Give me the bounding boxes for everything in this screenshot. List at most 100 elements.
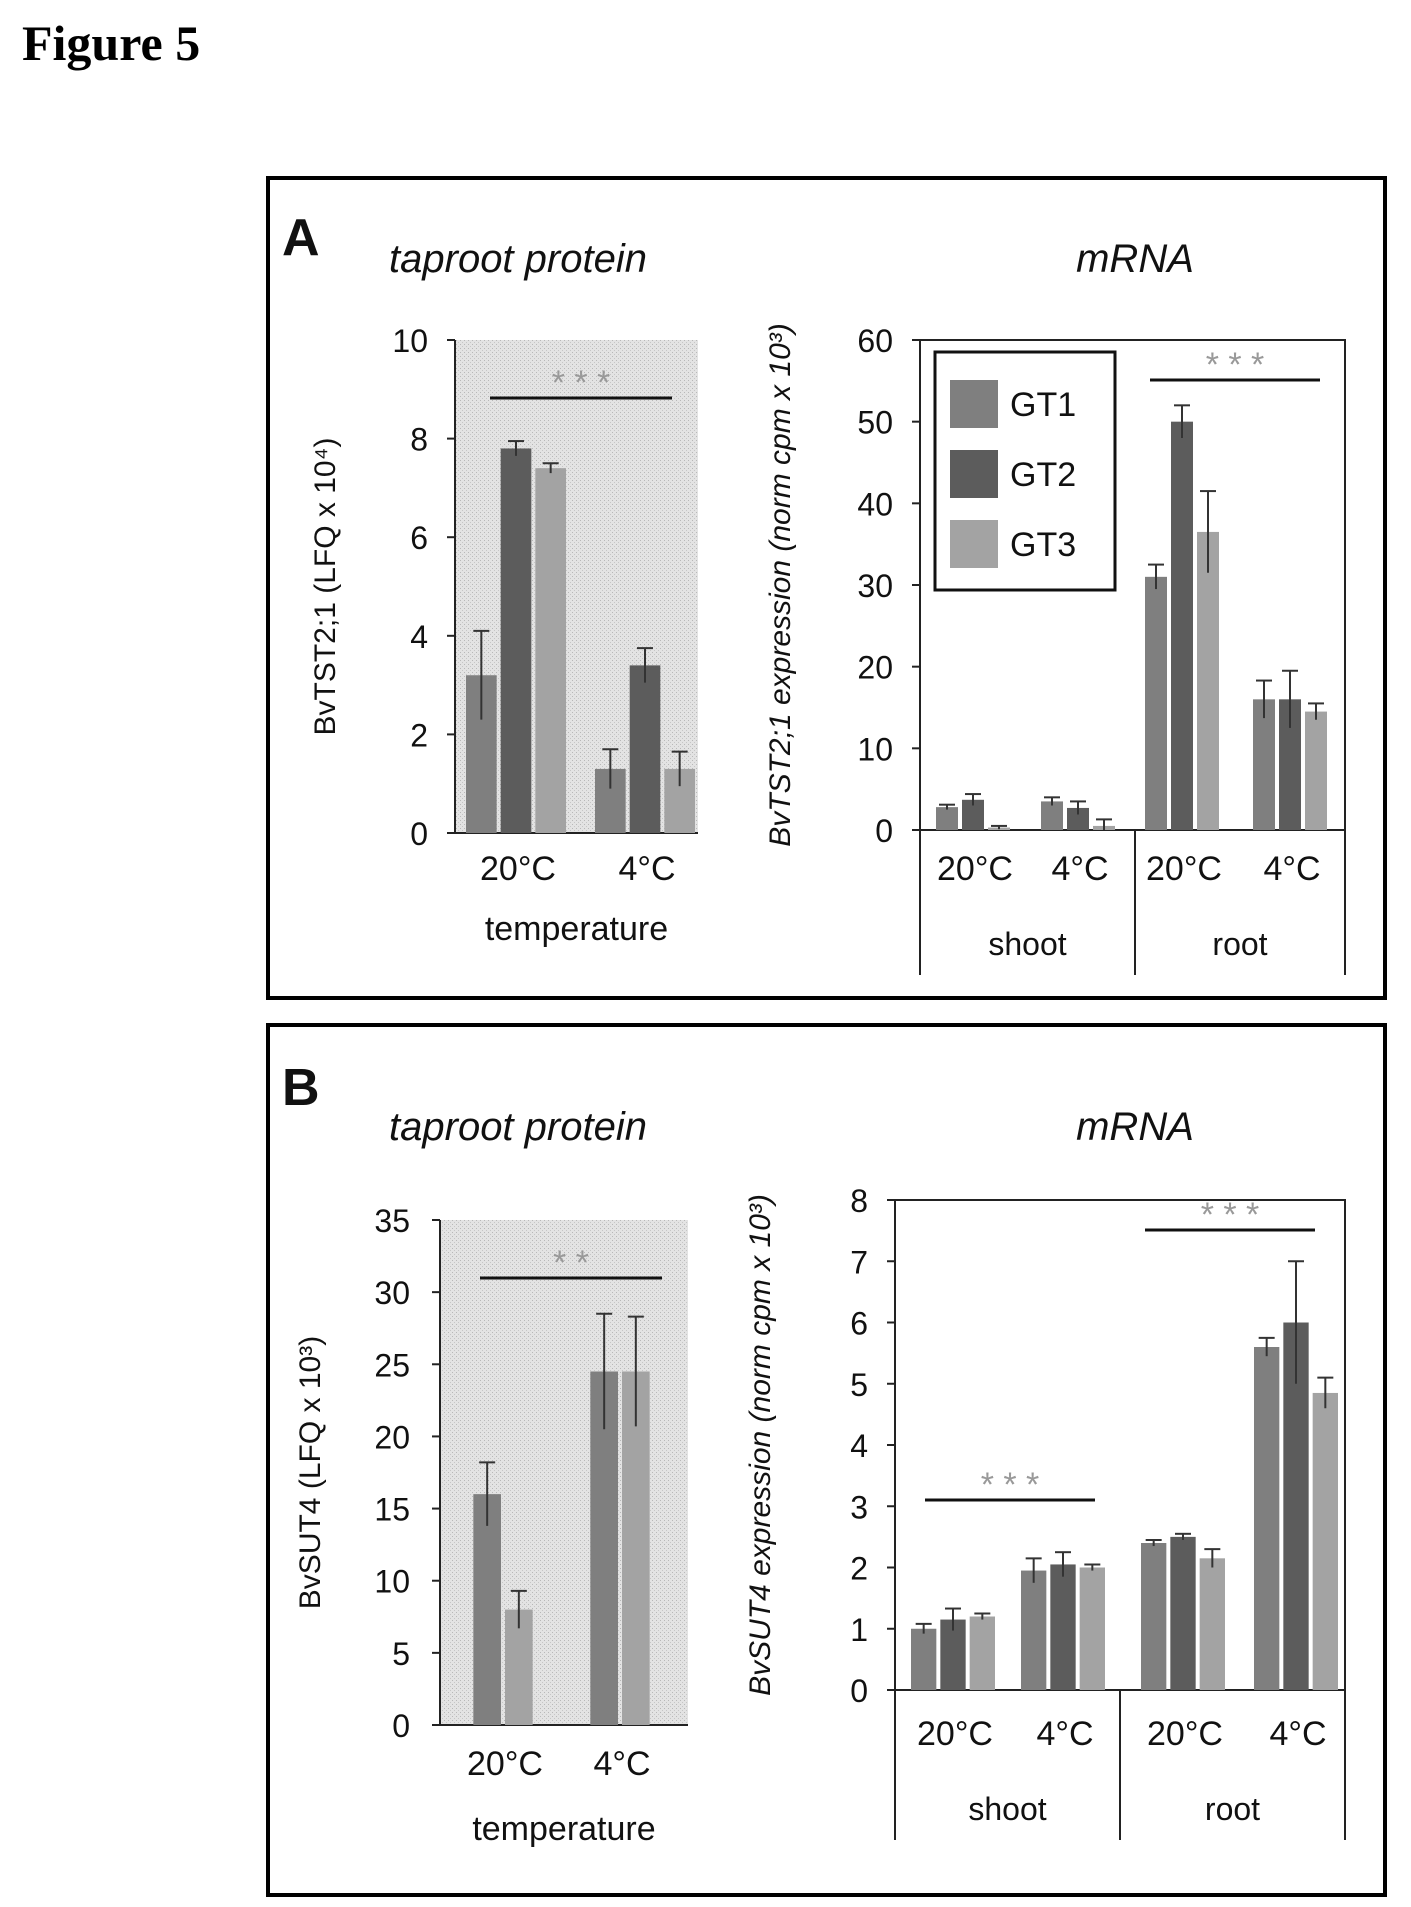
legend-label-GT2: GT2	[1010, 456, 1076, 494]
y-tick-label: 25	[374, 1347, 410, 1383]
panel-A-left-title: taproot protein	[389, 237, 647, 281]
y-tick-label: 7	[850, 1244, 868, 1280]
significance-stars: * * *	[552, 364, 611, 402]
significance-stars: * * *	[1201, 1196, 1260, 1234]
bar-GT1	[473, 1494, 501, 1725]
legend-label-GT1: GT1	[1010, 386, 1076, 424]
group-label-root: root	[1205, 1791, 1260, 1827]
y-tick-label: 4	[410, 619, 428, 655]
y-tick-label: 30	[857, 568, 893, 604]
significance-stars: * * *	[981, 1466, 1040, 1504]
bar-GT2	[940, 1619, 966, 1690]
y-axis-label: BvSUT4 expression (norm cpm x 10³)	[744, 1194, 777, 1696]
x-tick-label: 4°C	[1036, 1715, 1093, 1753]
y-tick-label: 15	[374, 1492, 410, 1528]
bar-GT3	[1312, 1392, 1338, 1690]
x-tick-label: 20°C	[1146, 850, 1222, 888]
y-tick-label: 10	[857, 731, 893, 767]
bar-GT2	[629, 665, 661, 833]
chart-A-mrna: 0 10 20 30 40 50 60 BvTST2;1 expression (norm c…	[764, 323, 1346, 975]
legend-swatch-GT1	[950, 380, 998, 428]
bar-GT1	[1021, 1570, 1047, 1690]
figure-title: Figure 5	[22, 15, 201, 71]
bar-GT1	[590, 1371, 618, 1725]
panel-letter-A: A	[282, 209, 320, 267]
y-tick-label: 0	[410, 816, 428, 852]
legend-swatch-GT2	[950, 450, 998, 498]
bar-GT3	[505, 1609, 533, 1725]
y-tick-label: 10	[374, 1564, 410, 1600]
group-label-shoot: shoot	[988, 926, 1066, 962]
chart-B-protein: 0 5 10 15 20 25 30 35 BvSUT4 (LFQ x 10³) 20°C 4°C t…	[294, 1203, 688, 1848]
y-tick-label: 10	[392, 323, 428, 359]
x-tick-label: 4°C	[618, 850, 675, 888]
bar-GT2	[962, 799, 984, 830]
bar-GT3	[969, 1616, 995, 1690]
bar-GT1	[1141, 1543, 1167, 1690]
y-tick-label: 4	[850, 1428, 868, 1464]
y-tick-label: 0	[850, 1673, 868, 1709]
group-label-shoot: shoot	[968, 1791, 1046, 1827]
y-tick-label: 20	[374, 1419, 410, 1455]
bar-GT2	[1170, 1536, 1196, 1690]
x-tick-label: 20°C	[467, 1745, 543, 1783]
panel-frame-A	[266, 176, 1387, 1000]
bar-GT3	[1079, 1567, 1105, 1690]
significance-stars: * * *	[1206, 346, 1265, 384]
chart-B-mrna: 0 1 2 3 4 5 6 7 8 BvSUT4 expression (norm cpm x 1…	[744, 1183, 1346, 1840]
y-tick-label: 20	[857, 650, 893, 686]
bar-GT2	[1171, 421, 1193, 830]
x-tick-label: 20°C	[1147, 1715, 1223, 1753]
y-tick-label: 6	[850, 1306, 868, 1342]
panel-frame-B	[266, 1023, 1387, 1897]
panel-B-right-title: mRNA	[1076, 1105, 1194, 1149]
x-tick-label: 4°C	[593, 1745, 650, 1783]
bar-GT3	[535, 468, 566, 833]
bar-GT2	[500, 448, 532, 833]
y-tick-label: 6	[410, 520, 428, 556]
legend-label-GT3: GT3	[1010, 526, 1076, 564]
group-label-root: root	[1212, 926, 1267, 962]
panel-A-right-title: mRNA	[1076, 237, 1194, 281]
y-tick-label: 2	[850, 1551, 868, 1587]
y-tick-label: 8	[850, 1183, 868, 1219]
y-tick-label: 40	[857, 486, 893, 522]
bar-GT3	[1199, 1558, 1225, 1690]
x-tick-label: 20°C	[917, 1715, 993, 1753]
x-tick-label: 4°C	[1051, 850, 1108, 888]
y-axis-label: BvTST2;1 (LFQ x 10⁴)	[309, 438, 342, 736]
legend-swatch-GT3	[950, 520, 998, 568]
y-tick-label: 0	[392, 1708, 410, 1744]
bar-GT2	[1279, 699, 1301, 830]
x-tick-label: 4°C	[1263, 850, 1320, 888]
panel-B-left-title: taproot protein	[389, 1105, 647, 1149]
y-tick-label: 50	[857, 405, 893, 441]
x-tick-label: 20°C	[480, 850, 556, 888]
y-tick-label: 2	[410, 717, 428, 753]
bar-GT2	[1067, 807, 1089, 830]
bar-GT1	[936, 807, 958, 830]
significance-stars: * *	[553, 1244, 589, 1282]
y-axis-label: BvTST2;1 expression (norm cpm x 10³)	[764, 323, 797, 847]
bar-GT3	[1305, 711, 1327, 830]
bar-GT1	[1145, 576, 1167, 830]
y-tick-label: 8	[410, 422, 428, 458]
y-tick-label: 60	[857, 323, 893, 359]
bar-GT1	[1041, 801, 1063, 830]
y-tick-label: 0	[875, 813, 893, 849]
y-tick-label: 5	[850, 1367, 868, 1403]
bar-GT2	[1050, 1564, 1076, 1690]
y-tick-label: 30	[374, 1275, 410, 1311]
y-tick-label: 1	[850, 1612, 868, 1648]
y-tick-label: 5	[392, 1636, 410, 1672]
panel-letter-B: B	[282, 1059, 320, 1117]
bar-GT3	[622, 1371, 650, 1725]
x-tick-label: 20°C	[937, 850, 1013, 888]
x-axis-label: temperature	[485, 910, 668, 948]
y-tick-label: 3	[850, 1489, 868, 1525]
bar-GT1	[1253, 699, 1275, 830]
bar-GT1	[911, 1628, 937, 1690]
legend: GT1 GT2 GT3	[933, 350, 1117, 592]
bar-GT3	[1197, 531, 1219, 830]
